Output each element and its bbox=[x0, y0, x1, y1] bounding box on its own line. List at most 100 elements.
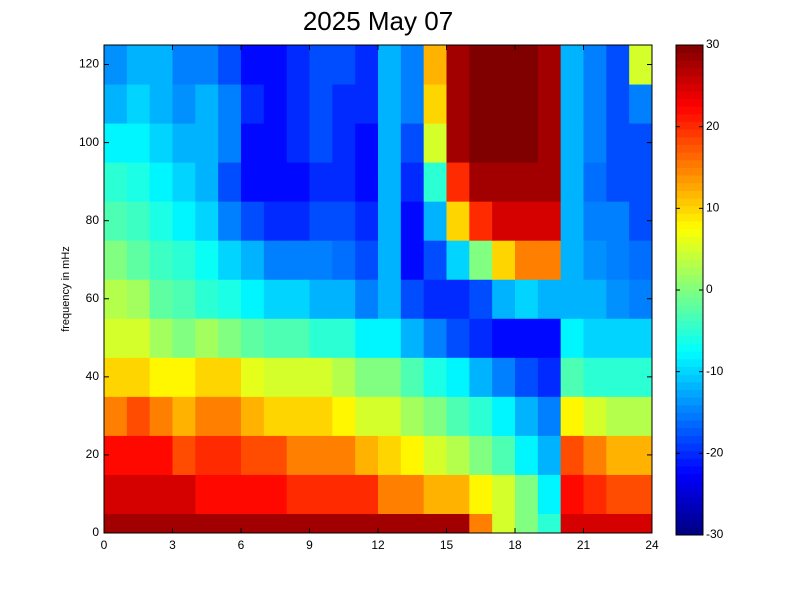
x-tick-label: 24 bbox=[645, 538, 659, 552]
colorbar-step bbox=[676, 274, 703, 283]
colorbar-step bbox=[676, 198, 703, 207]
chart-title: 2025 May 07 bbox=[303, 6, 453, 36]
heatmap-cell bbox=[400, 240, 425, 280]
heatmap-cell bbox=[560, 513, 584, 534]
heatmap-cell bbox=[446, 474, 470, 514]
y-tick-label: 0 bbox=[92, 525, 99, 539]
colorbar-step bbox=[676, 412, 703, 421]
colorbar-step bbox=[676, 205, 703, 214]
x-tick-label: 12 bbox=[371, 538, 385, 552]
colorbar-step bbox=[676, 404, 703, 413]
heatmap-cell bbox=[104, 435, 128, 475]
heatmap-cell bbox=[218, 474, 242, 514]
heatmap-cell bbox=[195, 513, 219, 534]
colorbar-step bbox=[676, 167, 703, 176]
heatmap-cell bbox=[104, 162, 128, 202]
colorbar-step bbox=[676, 450, 703, 459]
heatmap-cell bbox=[332, 474, 356, 514]
y-axis-label: frequency in mHz bbox=[60, 246, 72, 332]
heatmap-cell bbox=[309, 240, 333, 280]
heatmap-cell bbox=[515, 474, 539, 514]
heatmap-cell bbox=[515, 279, 539, 319]
colorbar-step bbox=[676, 244, 703, 253]
heatmap-cell bbox=[469, 435, 493, 475]
heatmap-cell bbox=[423, 318, 447, 358]
colorbar-step bbox=[676, 290, 703, 299]
heatmap-cell bbox=[241, 45, 265, 85]
heatmap-cell bbox=[378, 357, 402, 397]
colorbar-step bbox=[676, 83, 703, 92]
heatmap-cell bbox=[400, 435, 425, 475]
heatmap-cell bbox=[286, 396, 310, 436]
colorbar-tick-label: 0 bbox=[706, 282, 713, 296]
heatmap-cell bbox=[606, 45, 630, 85]
x-tick-label: 6 bbox=[238, 538, 245, 552]
y-tick-label: 20 bbox=[86, 447, 100, 461]
heatmap-cell bbox=[583, 162, 607, 202]
heatmap-cell bbox=[195, 474, 219, 514]
heatmap-cell bbox=[149, 84, 173, 124]
heatmap-cell bbox=[286, 162, 310, 202]
heatmap-cell bbox=[286, 318, 310, 358]
heatmap-cell bbox=[515, 45, 539, 85]
heatmap-cell bbox=[126, 84, 151, 124]
heatmap-cell bbox=[537, 279, 562, 319]
heatmap-cell bbox=[172, 201, 196, 241]
heatmap-cell bbox=[469, 357, 493, 397]
heatmap-cell bbox=[537, 201, 562, 241]
heatmap-cell bbox=[309, 123, 333, 163]
heatmap-cell bbox=[195, 240, 219, 280]
heatmap-cell bbox=[172, 240, 196, 280]
heatmap-cell bbox=[469, 84, 493, 124]
heatmap-cell bbox=[241, 513, 265, 534]
heatmap-cell bbox=[583, 279, 607, 319]
heatmap-cell bbox=[606, 279, 630, 319]
colorbar-step bbox=[676, 389, 703, 398]
heatmap-cell bbox=[492, 162, 516, 202]
heatmap-cell bbox=[492, 123, 516, 163]
heatmap-cell bbox=[309, 162, 333, 202]
y-tick-label: 40 bbox=[86, 369, 100, 383]
heatmap-cell bbox=[606, 396, 630, 436]
heatmap-cell bbox=[583, 396, 607, 436]
heatmap-cell bbox=[629, 435, 653, 475]
heatmap-cell bbox=[263, 45, 288, 85]
heatmap-cell bbox=[241, 396, 265, 436]
heatmap-cell bbox=[583, 240, 607, 280]
heatmap-cell bbox=[515, 435, 539, 475]
colorbar-step bbox=[676, 236, 703, 245]
colorbar-step bbox=[676, 228, 703, 237]
heatmap-cell bbox=[515, 513, 539, 534]
heatmap-cell bbox=[537, 513, 562, 534]
heatmap-cell bbox=[104, 123, 128, 163]
heatmap-cell bbox=[126, 357, 151, 397]
heatmap-cell bbox=[469, 279, 493, 319]
heatmap-cell bbox=[104, 357, 128, 397]
heatmap-cell bbox=[378, 123, 402, 163]
heatmap-cell bbox=[241, 435, 265, 475]
x-tick-label: 3 bbox=[169, 538, 176, 552]
heatmap-cell bbox=[606, 201, 630, 241]
heatmap-cell bbox=[355, 474, 379, 514]
heatmap-cell bbox=[149, 279, 173, 319]
colorbar-step bbox=[676, 45, 703, 54]
heatmap-cell bbox=[446, 162, 470, 202]
colorbar-step bbox=[676, 343, 703, 352]
heatmap-cell bbox=[560, 201, 584, 241]
heatmap-cell bbox=[218, 162, 242, 202]
heatmap-cell bbox=[263, 396, 288, 436]
heatmap-cell bbox=[423, 162, 447, 202]
heatmap-cell bbox=[423, 123, 447, 163]
heatmap-cell bbox=[469, 513, 493, 534]
heatmap-cell bbox=[378, 318, 402, 358]
heatmap-cell bbox=[332, 279, 356, 319]
heatmap-cell bbox=[400, 357, 425, 397]
heatmap-cell bbox=[241, 84, 265, 124]
heatmap-cell bbox=[469, 240, 493, 280]
heatmap-cell bbox=[515, 162, 539, 202]
heatmap-cell bbox=[149, 474, 173, 514]
heatmap-cell bbox=[263, 513, 288, 534]
heatmap-cell bbox=[492, 240, 516, 280]
heatmap-cell bbox=[241, 162, 265, 202]
heatmap-cell bbox=[172, 513, 196, 534]
